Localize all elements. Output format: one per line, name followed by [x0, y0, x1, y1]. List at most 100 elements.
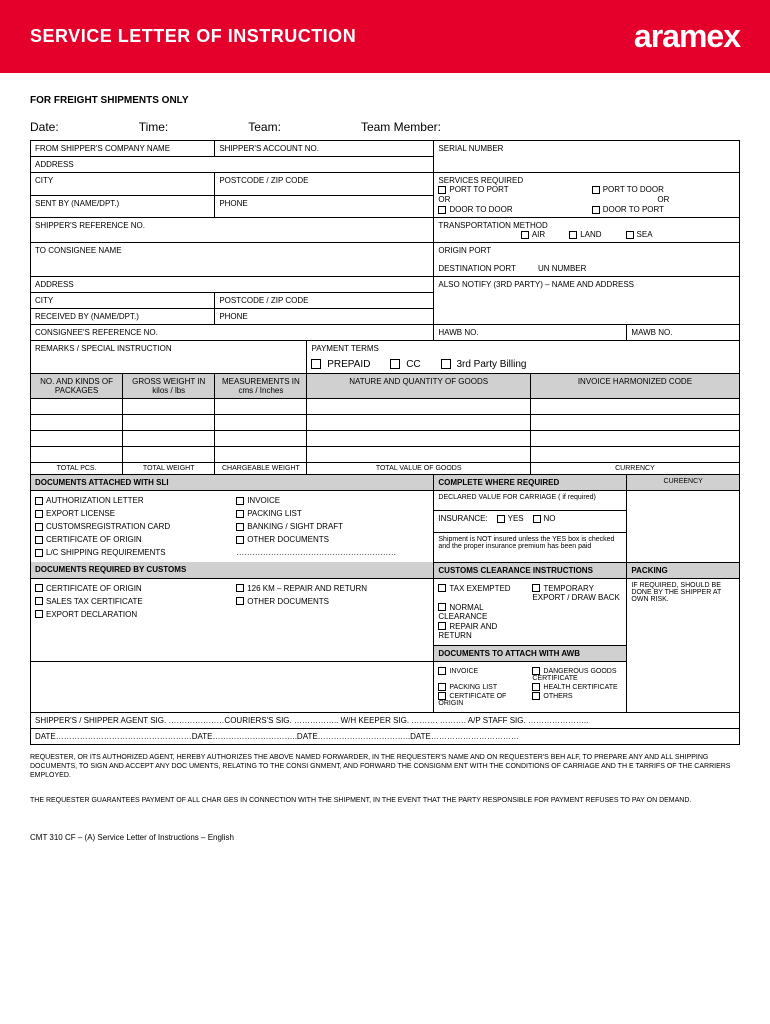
total-weight: TOTAL WEIGHT	[123, 463, 215, 475]
lc-shipping[interactable]: L/C SHIPPING REQUIREMENTS	[46, 548, 166, 557]
signatures[interactable]: SHIPPER'S / SHIPPER AGENT SIG. …………………CO…	[31, 712, 740, 728]
also-notify[interactable]: ALSO NOTIFY (3RD PARTY) – NAME AND ADDRE…	[434, 277, 740, 325]
consignee-postcode[interactable]: POSTCODE / ZIP CODE	[215, 293, 434, 309]
ins-yes[interactable]: YES	[508, 514, 524, 523]
customs-reg[interactable]: CUSTOMSREGISTRATION CARD	[46, 522, 170, 531]
shipper-phone[interactable]: PHONE	[215, 195, 434, 218]
awb-packing[interactable]: PACKING LIST	[449, 683, 497, 690]
clearance-opts[interactable]: TAX EXEMPTED TEMPORARY EXPORT / DRAW BAC…	[434, 578, 627, 645]
consignee-name[interactable]: TO CONSIGNEE NAME	[31, 243, 434, 277]
cert-origin[interactable]: CERTIFICATE OF ORIGIN	[46, 535, 142, 544]
packing-list[interactable]: PACKING LIST	[247, 509, 302, 518]
door-to-port[interactable]: DOOR TO PORT	[603, 205, 664, 214]
content: FOR FREIGHT SHIPMENTS ONLY Date: Time: T…	[0, 73, 770, 854]
transport-label: TRANSPORTATION METHOD	[438, 221, 735, 230]
complete-title: COMPLETE WHERE REQUIRED	[434, 475, 627, 491]
consignee-phone[interactable]: PHONE	[215, 309, 434, 325]
cc[interactable]: CC	[406, 359, 420, 370]
ins-no[interactable]: NO	[544, 514, 556, 523]
origin-label: ORIGIN PORT	[438, 246, 735, 255]
serial-number[interactable]: SERIAL NUMBER	[434, 141, 740, 173]
sea[interactable]: SEA	[637, 230, 653, 239]
shipper-city[interactable]: CITY	[31, 173, 215, 196]
sent-by[interactable]: SENT BY (NAME/DPT.)	[31, 195, 215, 218]
awb-title: DOCUMENTS TO ATTACH WITH AWB	[434, 645, 627, 661]
docs-customs[interactable]: CERTIFICATE OF ORIGIN 126 KM – REPAIR AN…	[31, 578, 434, 661]
header-title: SERVICE LETTER OF INSTRUCTION	[30, 26, 356, 47]
cust-cert[interactable]: CERTIFICATE OF ORIGIN	[46, 584, 142, 593]
third-party[interactable]: 3rd Party Billing	[456, 359, 526, 370]
shipper-address[interactable]: ADDRESS	[31, 157, 434, 173]
mawb[interactable]: MAWB NO.	[627, 325, 740, 341]
door-to-door[interactable]: DOOR TO DOOR	[449, 205, 512, 214]
shipper-account[interactable]: SHIPPER'S ACCOUNT NO.	[215, 141, 434, 157]
awb-cert[interactable]: CERTIFICATE OF ORIGIN	[438, 692, 506, 706]
sig-dates[interactable]: DATE……………………………………………DATE…………………………..DAT…	[31, 728, 740, 744]
shipper-company[interactable]: FROM SHIPPER'S COMPANY NAME	[31, 141, 215, 157]
sales-tax[interactable]: SALES TAX CERTIFICATE	[46, 597, 143, 606]
services-required[interactable]: SERVICES REQUIRED PORT TO PORT PORT TO D…	[434, 173, 740, 218]
tax-exempt[interactable]: TAX EXEMPTED	[449, 584, 510, 593]
banking[interactable]: BANKING / SIGHT DRAFT	[247, 522, 343, 531]
port-to-door[interactable]: PORT TO DOOR	[603, 185, 664, 194]
chargeable-weight: CHARGEABLE WEIGHT	[215, 463, 307, 475]
origin-port[interactable]: ORIGIN PORT DESTINATION PORT UN NUMBER	[434, 243, 740, 277]
awb-docs[interactable]: INVOICE DANGEROUS GOODS CERTIFICATE PACK…	[434, 661, 627, 712]
total-pcs: TOTAL PCS.	[31, 463, 123, 475]
shipper-postcode[interactable]: POSTCODE / ZIP CODE	[215, 173, 434, 196]
declared-value[interactable]: DECLARED VALUE FOR CARRIAGE ( if require…	[434, 491, 627, 511]
team-label: Team:	[248, 120, 281, 134]
total-value: TOTAL VALUE OF GOODS	[307, 463, 530, 475]
land[interactable]: LAND	[580, 230, 601, 239]
shipper-ref[interactable]: SHIPPER'S REFERENCE NO.	[31, 218, 434, 243]
insurance-note: Shipment is NOT insured unless the YES b…	[434, 533, 627, 562]
docs-customs-title: DOCUMENTS REQUIRED BY CUSTOMS	[31, 562, 434, 578]
awb-invoice[interactable]: INVOICE	[449, 667, 478, 674]
awb-danger[interactable]: DANGEROUS GOODS CERTIFICATE	[532, 667, 616, 681]
awb-health[interactable]: HEALTH CERTIFICATE	[543, 683, 617, 690]
prepaid[interactable]: PREPAID	[327, 359, 370, 370]
date-label: Date:	[30, 120, 59, 134]
awb-others[interactable]: OTHERS	[543, 692, 572, 699]
transport-method[interactable]: TRANSPORTATION METHOD AIR LAND SEA	[434, 218, 740, 243]
top-row: Date: Time: Team: Team Member:	[30, 120, 740, 134]
harmonized-header: INVOICE HARMONIZED CODE	[530, 374, 739, 399]
repair-return[interactable]: REPAIR AND RETURN	[438, 622, 497, 640]
consignee-address[interactable]: ADDRESS	[31, 277, 434, 293]
insurance-label: INSURANCE:	[438, 514, 487, 523]
cust-other[interactable]: OTHER DOCUMENTS	[247, 597, 329, 606]
air[interactable]: AIR	[532, 230, 545, 239]
subtitle: FOR FREIGHT SHIPMENTS ONLY	[30, 95, 740, 106]
invoice-cb[interactable]: INVOICE	[247, 496, 280, 505]
legal-1: REQUESTER, OR ITS AUTHORIZED AGENT, HERE…	[30, 745, 740, 788]
insurance[interactable]: INSURANCE: YES NO	[434, 510, 627, 532]
member-label: Team Member:	[361, 120, 441, 134]
consignee-city[interactable]: CITY	[31, 293, 215, 309]
currency-header: CUREENCY	[627, 475, 740, 491]
footer-code: CMT 310 CF – (A) Service Letter of Instr…	[30, 833, 740, 842]
docs-sli[interactable]: AUTHORIZATION LETTER INVOICE EXPORT LICE…	[31, 491, 434, 563]
auth-letter[interactable]: AUTHORIZATION LETTER	[46, 496, 144, 505]
hawb[interactable]: HAWB NO.	[434, 325, 627, 341]
dest-label: DESTINATION PORT	[438, 264, 515, 273]
main-form: FROM SHIPPER'S COMPANY NAME SHIPPER'S AC…	[30, 140, 740, 745]
port-to-port[interactable]: PORT TO PORT	[449, 185, 508, 194]
clearance-title: CUSTOMS CLEARANCE INSTRUCTIONS	[434, 562, 627, 578]
payment-options[interactable]: PREPAID CC 3rd Party Billing	[307, 356, 740, 374]
export-dec[interactable]: EXPORT DECLARATION	[46, 610, 137, 619]
export-license[interactable]: EXPORT LICENSE	[46, 509, 115, 518]
meas-header: MEASUREMENTS IN cms / Inches	[215, 374, 307, 399]
temporary[interactable]: TEMPORARY EXPORT / DRAW BACK	[532, 584, 619, 602]
header: SERVICE LETTER OF INSTRUCTION aramex	[0, 0, 770, 73]
or1: OR	[438, 195, 581, 204]
nature-header: NATURE AND QUANTITY OF GOODS	[307, 374, 530, 399]
consignee-ref[interactable]: CONSIGNEE'S REFERENCE NO.	[31, 325, 434, 341]
other-docs[interactable]: OTHER DOCUMENTS	[247, 535, 329, 544]
currency: CURRENCY	[530, 463, 739, 475]
cust-126km[interactable]: 126 KM – REPAIR AND RETURN	[247, 584, 367, 593]
legal-2: THE REQUESTER GUARANTEES PAYMENT OF ALL …	[30, 788, 740, 813]
received-by[interactable]: RECEIVED BY (NAME/DPT.)	[31, 309, 215, 325]
packing-note: IF REQUIRED, SHOULD BE DONE BY THE SHIPP…	[627, 578, 740, 712]
remarks[interactable]: REMARKS / SPECIAL INSTRUCTION	[31, 341, 307, 374]
payment-terms: PAYMENT TERMS	[307, 341, 740, 357]
